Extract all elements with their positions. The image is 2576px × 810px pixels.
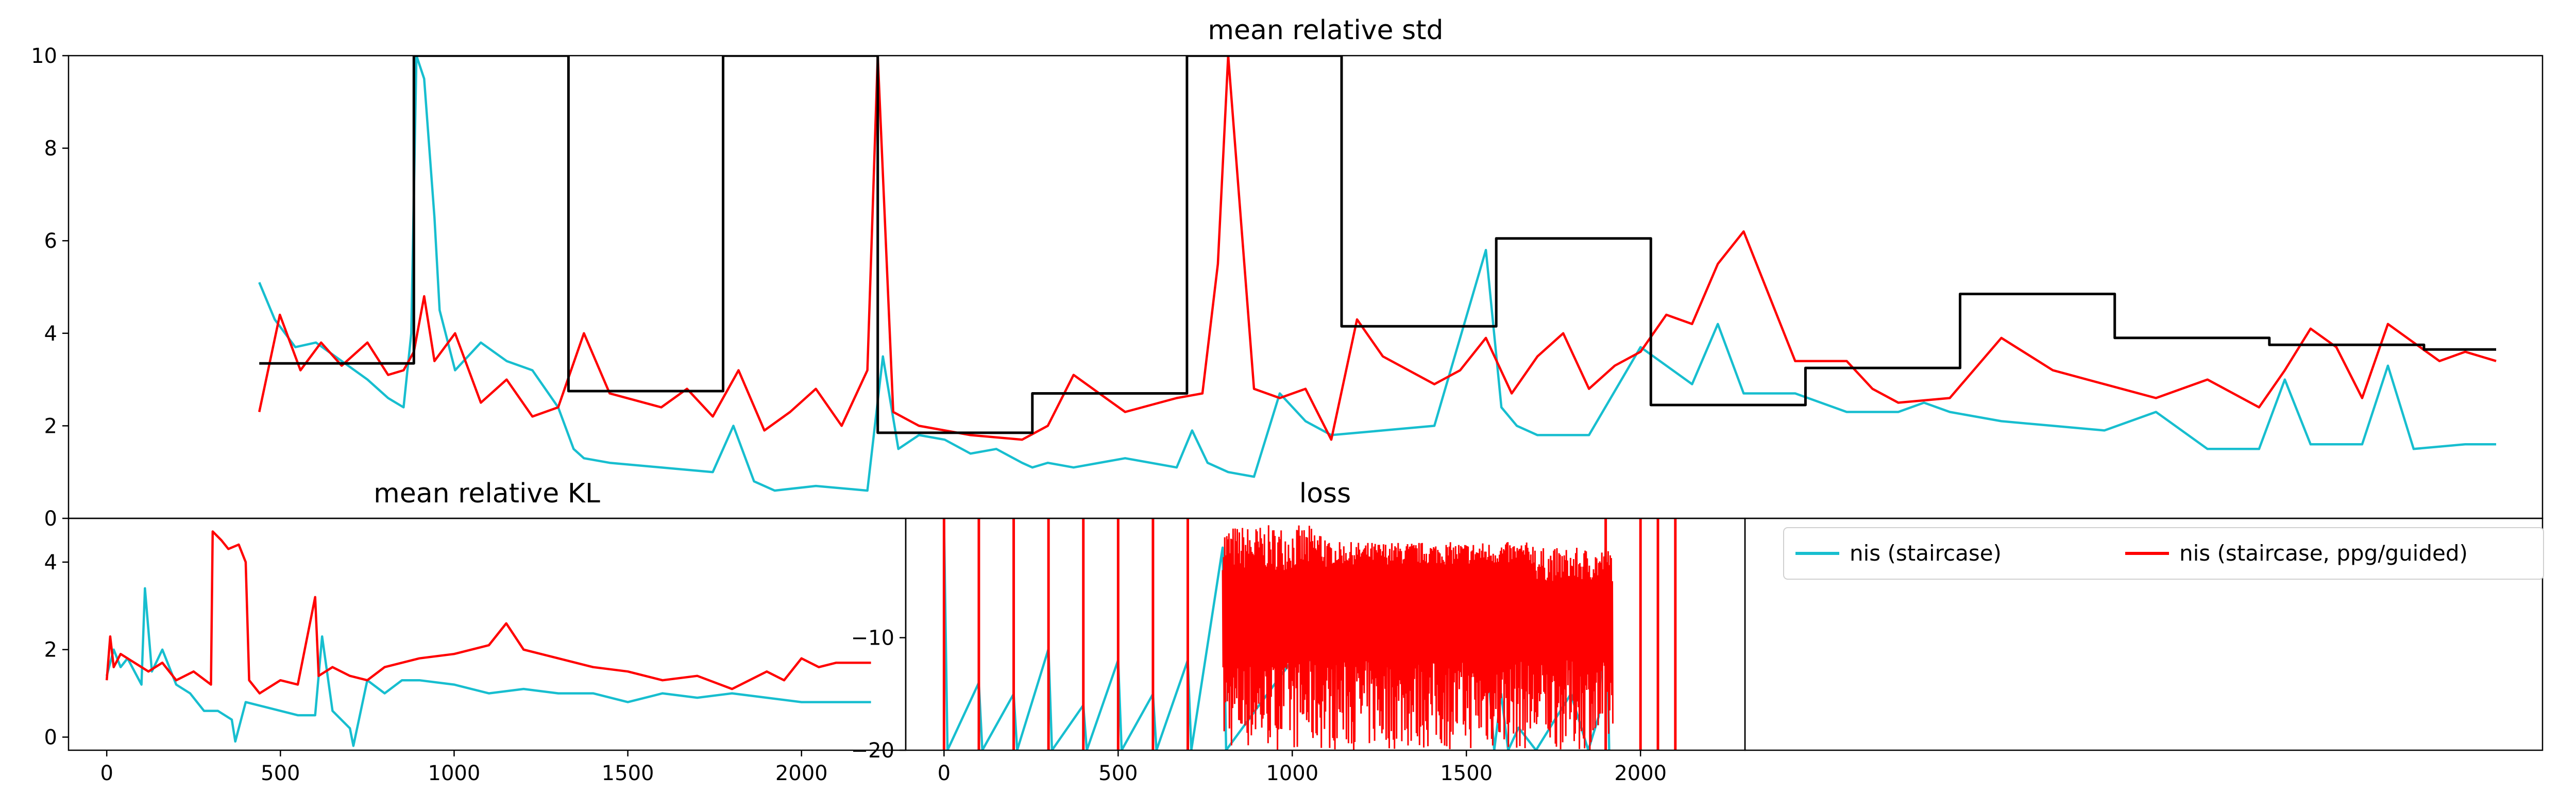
series-std-nis-staircase-ppg-guided- [258,56,2497,441]
x-tick-label-loss: 1500 [1440,762,1493,785]
loss-red-band [942,518,1677,750]
y-tick-label-std: 2 [44,414,57,438]
x-tick-label-kl: 2000 [775,762,828,785]
y-tick-label-kl: 2 [44,638,57,662]
x-ticks-loss: 0 500 1000 1500 2000 [938,750,1667,785]
loss-guided-dense-band [1222,525,1614,750]
chart-title-std: mean relative std [1208,15,1443,46]
x-tick-label-loss: 0 [938,762,951,785]
y-ticks-kl: 0 2 4 [44,551,69,750]
y-tick-label-kl: 0 [44,726,57,750]
y-tick-label-std: 4 [44,322,57,346]
series-kl-nis-staircase-ppg-guided- [105,530,871,695]
x-tick-label-kl: 0 [100,762,113,785]
chart-title-kl: mean relative KL [374,478,600,509]
legend-label-guided: nis (staircase, ppg/guided) [2179,541,2468,566]
y-tick-label-std: 6 [44,229,57,253]
legend: nis (staircase) nis (staircase, ppg/guid… [1783,527,2544,580]
chart-mean-relative-std: mean relative std 0 2 4 6 8 10 [31,15,2497,531]
chart-title-loss: loss [1299,478,1351,509]
series-kl-nis-staircase- [106,587,871,747]
series-group-std [258,56,2497,492]
y-tick-label-std: 8 [44,137,57,161]
y-tick-label-loss: −10 [851,627,894,650]
x-tick-label-kl: 500 [261,762,300,785]
frame-top [67,55,2544,519]
frame-kl [67,517,907,751]
legend-label-staircase: nis (staircase) [1850,541,2002,566]
series-loss-nis-staircase- [943,525,1611,750]
series-std-step-line [259,56,2496,434]
axes-frames [67,55,2544,751]
x-tick-label-kl: 1000 [428,762,481,785]
x-tick-label-kl: 1500 [602,762,654,785]
x-tick-label-loss: 2000 [1614,762,1667,785]
x-tick-label-loss: 500 [1098,762,1138,785]
y-tick-label-kl: 4 [44,551,57,575]
y-ticks-std: 0 2 4 6 8 10 [31,44,69,531]
x-ticks-kl: 0 500 1000 1500 2000 [100,750,828,785]
y-ticks-loss: −10−20 [851,627,906,763]
chart-loss: loss −10−20 0 500 1000 1500 2000 [851,478,1677,785]
y-tick-label-std: 10 [31,44,57,68]
series-group-kl [105,530,871,747]
chart-mean-relative-kl: mean relative KL 0 2 4 0 500 1000 1500 2000 [44,478,871,785]
series-std-nis-staircase- [258,56,2496,492]
x-tick-label-loss: 1000 [1266,762,1318,785]
y-tick-label-std: 0 [44,507,57,531]
series-group-loss [943,525,1611,750]
frame-legend-panel [1744,517,2544,751]
